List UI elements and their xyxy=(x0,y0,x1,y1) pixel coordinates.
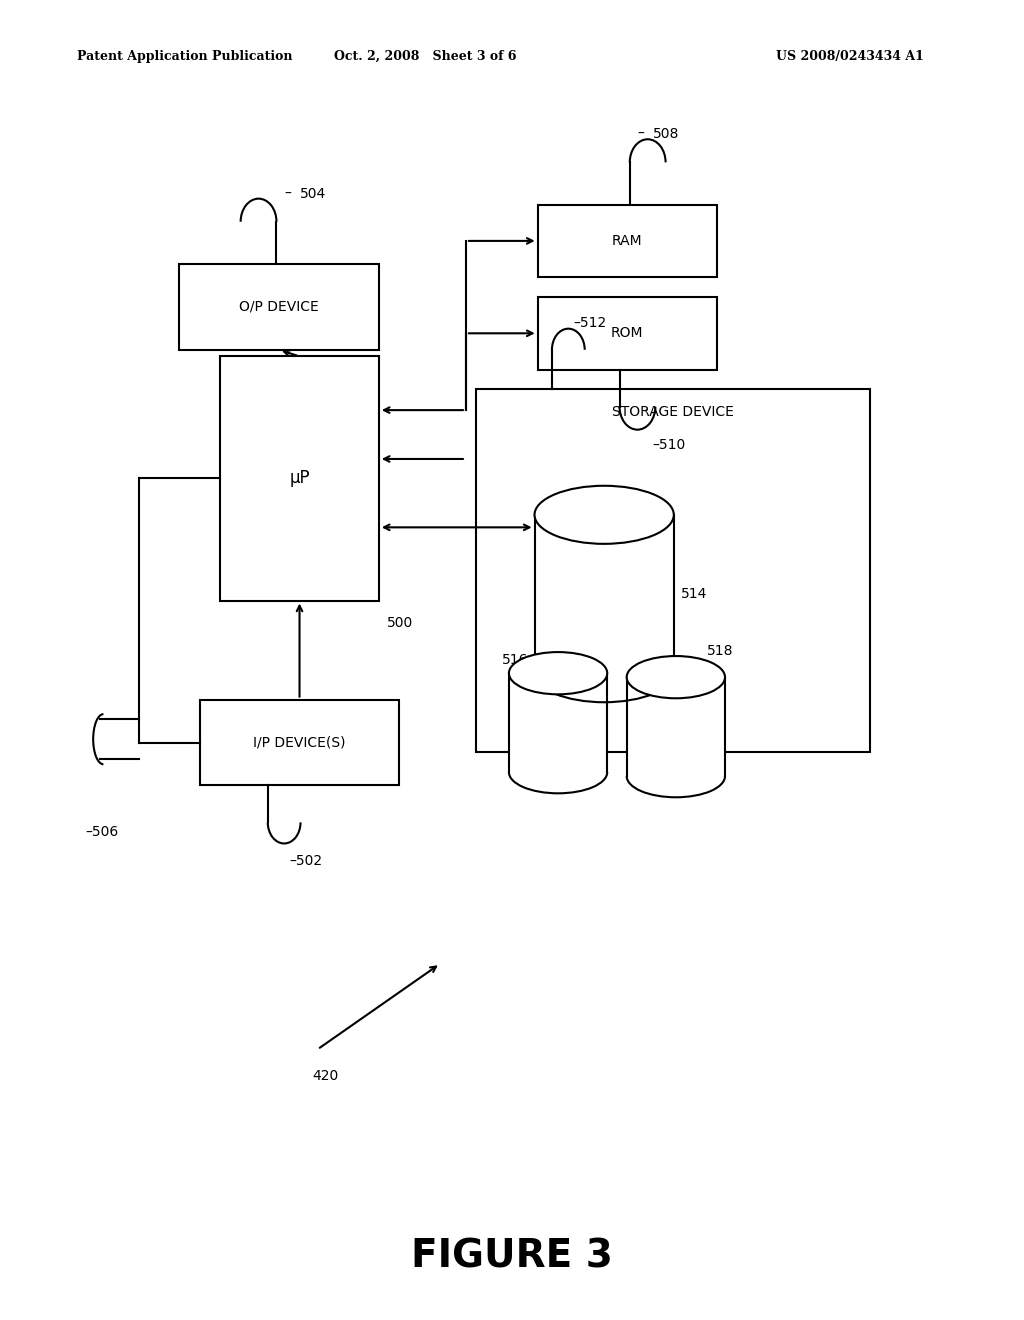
Text: –506: –506 xyxy=(85,825,118,840)
Text: 514: 514 xyxy=(681,587,708,601)
FancyBboxPatch shape xyxy=(179,264,379,350)
Ellipse shape xyxy=(627,656,725,698)
Text: STORAGE DEVICE: STORAGE DEVICE xyxy=(612,405,734,420)
Text: 518: 518 xyxy=(707,644,733,657)
FancyBboxPatch shape xyxy=(538,205,717,277)
Ellipse shape xyxy=(535,486,674,544)
Text: –: – xyxy=(284,186,291,201)
Polygon shape xyxy=(535,515,674,673)
Polygon shape xyxy=(509,673,607,772)
Text: 500: 500 xyxy=(387,616,414,631)
FancyBboxPatch shape xyxy=(200,700,399,785)
Text: 420: 420 xyxy=(312,1069,339,1084)
Text: –502: –502 xyxy=(289,854,323,869)
Text: 516: 516 xyxy=(502,653,528,667)
Ellipse shape xyxy=(509,652,607,694)
Text: I/P DEVICE(S): I/P DEVICE(S) xyxy=(253,735,346,750)
Text: Oct. 2, 2008   Sheet 3 of 6: Oct. 2, 2008 Sheet 3 of 6 xyxy=(334,50,516,63)
Text: –510: –510 xyxy=(653,438,686,453)
Text: FIGURE 3: FIGURE 3 xyxy=(411,1238,613,1275)
FancyBboxPatch shape xyxy=(476,389,870,752)
Text: Patent Application Publication: Patent Application Publication xyxy=(77,50,292,63)
Text: 504: 504 xyxy=(299,186,326,201)
Text: ROM: ROM xyxy=(611,326,643,341)
FancyBboxPatch shape xyxy=(220,356,379,601)
Text: μP: μP xyxy=(289,470,310,487)
FancyBboxPatch shape xyxy=(538,297,717,370)
Text: RAM: RAM xyxy=(612,234,642,248)
Text: –512: –512 xyxy=(573,315,606,330)
Text: O/P DEVICE: O/P DEVICE xyxy=(240,300,318,314)
Text: –: – xyxy=(637,127,644,141)
Text: 508: 508 xyxy=(653,127,679,141)
Polygon shape xyxy=(627,677,725,776)
Text: US 2008/0243434 A1: US 2008/0243434 A1 xyxy=(776,50,924,63)
